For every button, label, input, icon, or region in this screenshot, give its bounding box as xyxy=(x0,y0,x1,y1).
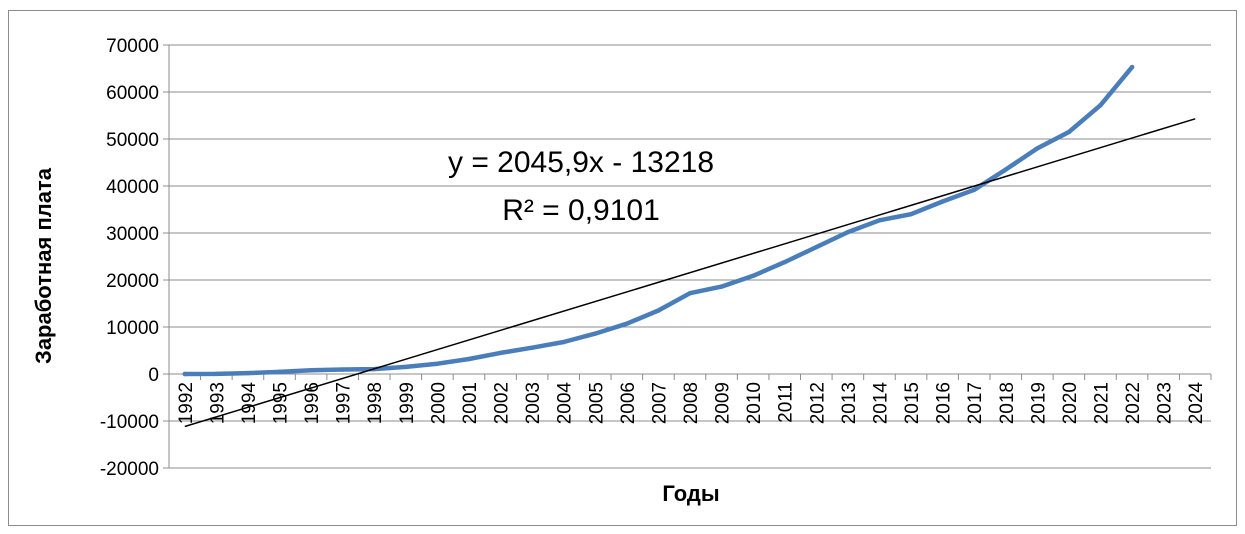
data-point-2005 xyxy=(593,331,598,336)
x-tick-label-2013: 2013 xyxy=(839,382,860,424)
x-tick-label-1997: 1997 xyxy=(334,382,355,424)
data-point-1995 xyxy=(277,369,282,375)
data-point-2007 xyxy=(656,308,661,313)
data-point-2006 xyxy=(624,321,630,326)
y-tick-label: 0 xyxy=(148,365,159,386)
trendline-layer xyxy=(184,118,1196,428)
y-tick-label: -10000 xyxy=(100,412,159,433)
x-tick-label-1993: 1993 xyxy=(207,382,228,424)
x-axis-title: Годы xyxy=(662,481,719,506)
data-point-2011 xyxy=(782,259,787,265)
data-point-2001 xyxy=(466,356,472,362)
x-tick-label-2024: 2024 xyxy=(1186,382,1207,425)
gridlines xyxy=(169,44,1211,469)
data-point-1994 xyxy=(245,370,251,376)
data-point-2015 xyxy=(908,212,914,217)
data-point-1996 xyxy=(308,368,314,373)
x-tick-label-2008: 2008 xyxy=(681,382,702,424)
data-point-2016 xyxy=(940,199,945,204)
data-point-2022 xyxy=(1129,64,1135,70)
y-tick-label: 60000 xyxy=(106,83,159,104)
x-tick-label-2015: 2015 xyxy=(902,382,923,424)
data-point-2013 xyxy=(845,229,851,235)
data-point-2002 xyxy=(498,350,503,356)
y-tick-label: -20000 xyxy=(100,459,159,480)
data-point-2017 xyxy=(971,187,977,192)
y-tick-label: 20000 xyxy=(106,271,159,292)
data-point-2018 xyxy=(1003,167,1008,172)
data-point-2009 xyxy=(719,284,724,289)
x-tick-label-2016: 2016 xyxy=(934,382,955,424)
x-tick-label-2010: 2010 xyxy=(744,382,765,424)
data-point-1992 xyxy=(182,371,187,377)
chart-frame: 70000 60000 50000 40000 30000 20000 10000 0 -100… xyxy=(8,10,1237,526)
data-point-2008 xyxy=(687,290,693,296)
x-tick-label-1995: 1995 xyxy=(271,382,292,424)
x-tick-label-2000: 2000 xyxy=(428,382,449,424)
x-tick-label-2003: 2003 xyxy=(523,382,544,424)
x-tick-label-2022: 2022 xyxy=(1123,382,1144,424)
x-tick-label-2023: 2023 xyxy=(1155,382,1176,424)
x-tick-labels: 1992 1993 1994 1995 1996 1997 1998 1999 2000 2001… xyxy=(176,382,1207,425)
x-tick-label-1992: 1992 xyxy=(176,382,197,424)
data-point-2000 xyxy=(435,361,440,366)
data-point-2014 xyxy=(877,218,882,223)
data-point-1999 xyxy=(403,364,409,370)
trendline xyxy=(184,118,1196,428)
x-tick-label-2005: 2005 xyxy=(586,382,607,424)
x-tick-label-2004: 2004 xyxy=(555,382,576,425)
data-point-1993 xyxy=(214,371,219,377)
x-tick-label-2002: 2002 xyxy=(492,382,513,424)
data-point-2003 xyxy=(529,345,535,350)
data-point-2004 xyxy=(561,339,566,345)
data-point-2021 xyxy=(1098,102,1103,108)
y-tick-labels: 70000 60000 50000 40000 30000 20000 10000 0 -100… xyxy=(100,36,159,480)
data-point-2020 xyxy=(1066,129,1072,135)
y-tick-label: 50000 xyxy=(106,130,159,151)
x-tick-label-2006: 2006 xyxy=(618,382,639,424)
data-point-2019 xyxy=(1035,146,1040,151)
x-tick-label-2007: 2007 xyxy=(649,382,670,424)
y-tick-label: 30000 xyxy=(106,224,159,245)
x-tick-label-2012: 2012 xyxy=(807,382,828,424)
data-point-2012 xyxy=(814,244,819,250)
trendline-equation: y = 2045,9x - 13218 xyxy=(448,146,714,179)
x-tick-label-1999: 1999 xyxy=(397,382,418,424)
y-axis-title: Заработная плата xyxy=(31,167,56,364)
x-tick-label-2021: 2021 xyxy=(1091,382,1112,424)
x-tick-label-2017: 2017 xyxy=(965,382,986,424)
x-tick-label-2020: 2020 xyxy=(1060,382,1081,424)
y-tick-label: 70000 xyxy=(106,36,159,57)
y-tick-label: 10000 xyxy=(106,318,159,339)
trendline-r-squared: R² = 0,9101 xyxy=(502,194,660,227)
axes xyxy=(163,44,1212,469)
data-point-2010 xyxy=(750,273,756,278)
y-tick-label: 40000 xyxy=(106,177,159,198)
x-tick-label-2011: 2011 xyxy=(776,382,797,423)
x-tick-label-1996: 1996 xyxy=(302,382,323,424)
x-tick-label-1998: 1998 xyxy=(365,382,386,424)
x-tick-label-2018: 2018 xyxy=(997,382,1018,424)
x-tick-label-1994: 1994 xyxy=(239,382,260,425)
x-tick-label-2019: 2019 xyxy=(1028,382,1049,424)
x-tick-label-2001: 2001 xyxy=(460,382,481,424)
x-tick-label-2009: 2009 xyxy=(713,382,734,424)
data-point-1997 xyxy=(340,367,345,372)
line-chart: 70000 60000 50000 40000 30000 20000 10000 0 -100… xyxy=(31,36,1212,506)
x-tick-label-2014: 2014 xyxy=(870,382,891,425)
